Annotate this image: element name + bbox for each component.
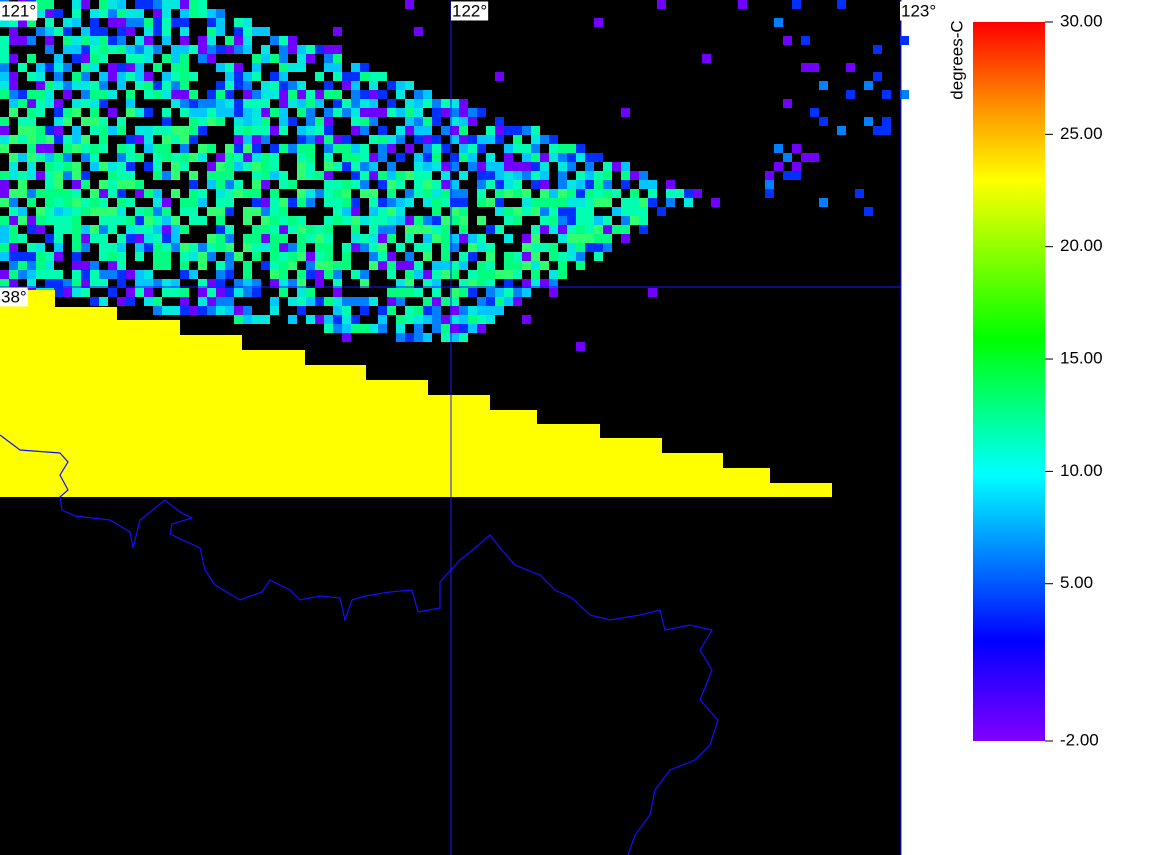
masked-region (0, 290, 832, 497)
colorbar-tick-label: 25.00 (1060, 124, 1103, 143)
label-background (451, 1, 489, 21)
colorbar-tick-label: 15.00 (1060, 349, 1103, 368)
label-background (0, 287, 28, 307)
sst-cell-group (0, 0, 657, 342)
colorbar-tick-label: 20.00 (1060, 236, 1103, 255)
coordinate-label-text: 123° (901, 1, 936, 20)
label-background (900, 1, 938, 21)
coordinate-label: 122° (451, 1, 489, 21)
colorbar-tick-label: 10.00 (1060, 461, 1103, 480)
colorbar-tick-label: -2.00 (1060, 730, 1099, 749)
coordinate-label-text: 121° (1, 1, 36, 20)
sst-cell-group (0, 0, 909, 342)
label-background (0, 1, 38, 21)
colorbar-tick-label: 30.00 (1060, 11, 1103, 30)
coordinate-label: 121° (0, 1, 38, 21)
coastline (0, 434, 719, 855)
sst-cell-group (0, 0, 639, 333)
coordinate-label-text: 122° (452, 1, 487, 20)
sst-cell-group (9, 0, 909, 342)
colorbar-title: degrees-C (947, 20, 966, 99)
coordinate-label-text: 38° (1, 287, 27, 306)
colorbar (973, 22, 1045, 741)
sst-cells (0, 0, 909, 351)
coordinate-label: 38° (0, 287, 28, 307)
colorbar-tick-label: 5.00 (1060, 573, 1093, 592)
coordinate-label: 123° (900, 1, 938, 21)
